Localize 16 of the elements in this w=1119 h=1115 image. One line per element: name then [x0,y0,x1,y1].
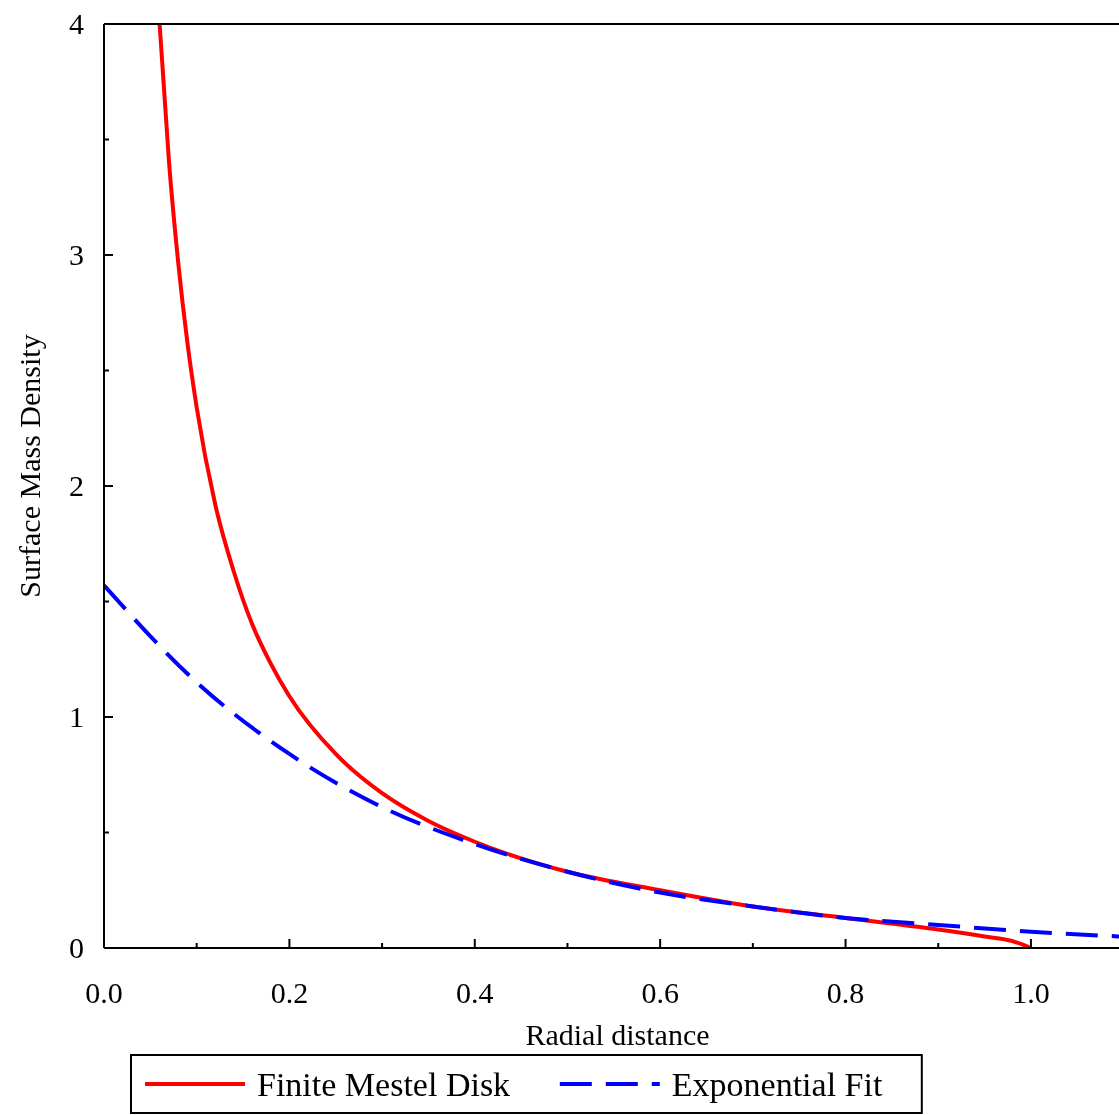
x-tick-label: 0.2 [270,976,309,1009]
y-axis-title: Surface Mass Density [13,334,46,598]
y-tick-label: 4 [69,7,84,40]
x-tick-label: 0.0 [85,976,123,1009]
y-tick-label: 1 [69,700,84,733]
legend-label: Exponential Fit [671,1066,883,1103]
y-tick-label: 0 [69,931,84,964]
x-axis-title: Radial distance [525,1018,710,1051]
x-tick-label: 0.6 [641,976,679,1009]
line-series [104,583,1119,939]
x-tick-label: 0.4 [456,976,494,1009]
x-tick-label: 1.0 [1012,976,1050,1009]
x-tick-label: 0.8 [826,976,865,1009]
y-tick-label: 3 [69,238,84,271]
y-tick-label: 2 [69,469,84,502]
legend-label: Finite Mestel Disk [257,1066,511,1103]
